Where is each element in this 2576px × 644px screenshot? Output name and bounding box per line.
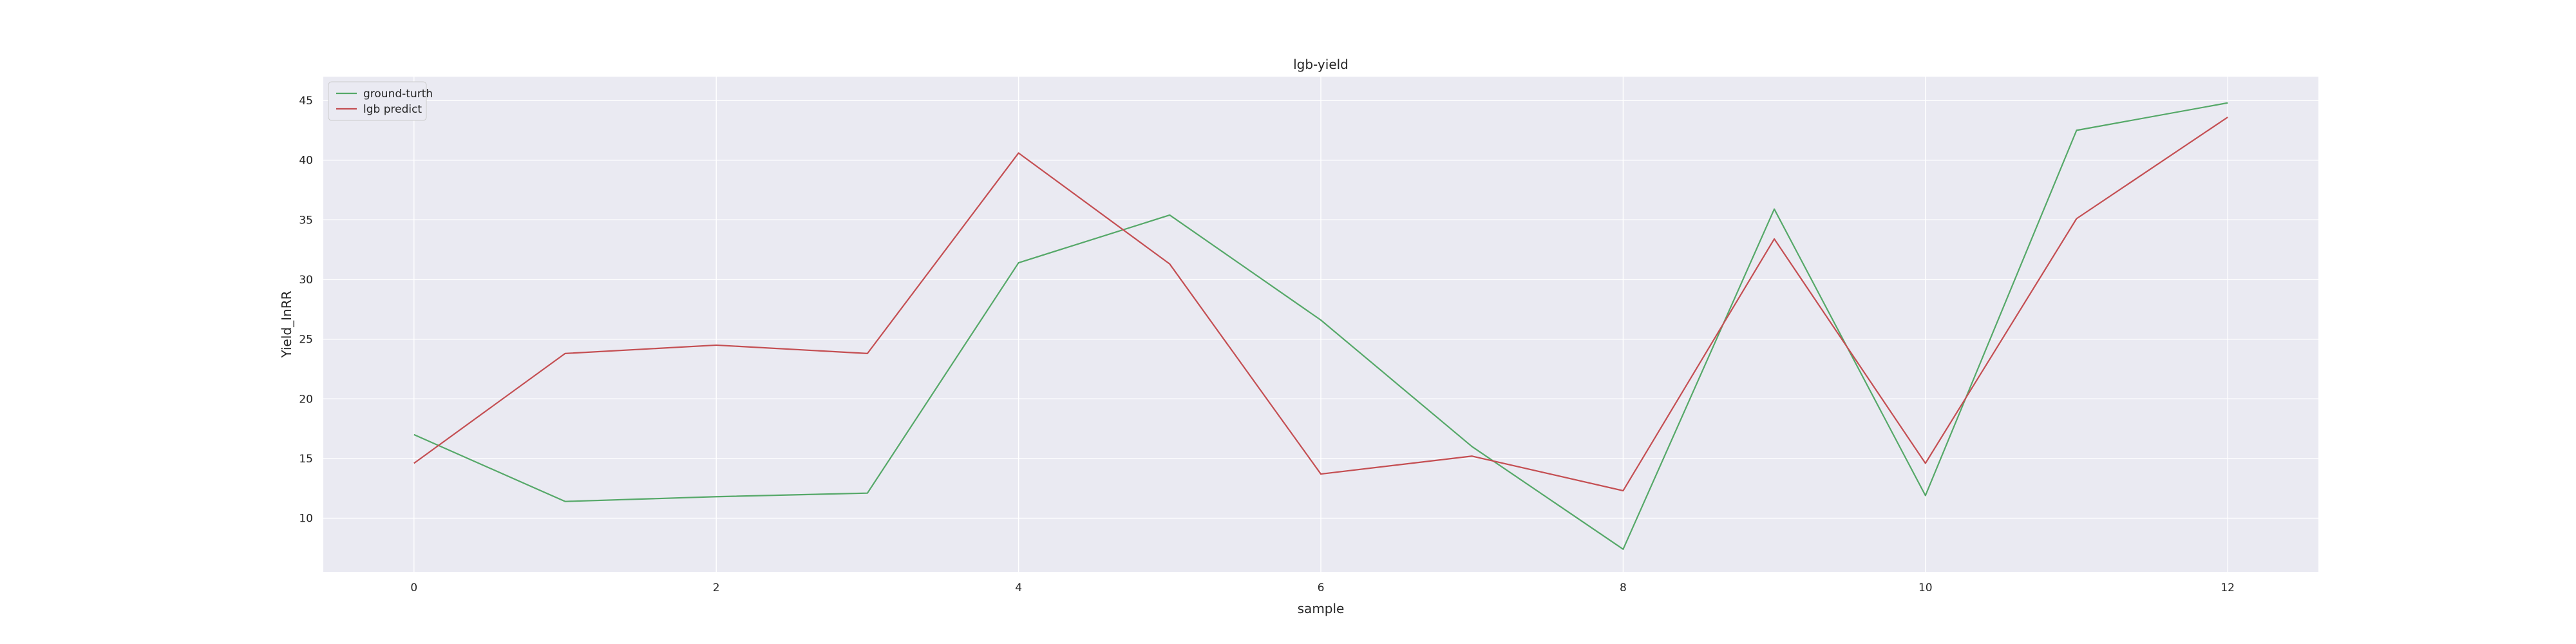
tick-labels: 0 2 4 6 8 10 12 10 15 20 25 30 35 40 45 (299, 95, 2235, 594)
y-tick-label: 15 (299, 453, 313, 466)
series-lines (413, 102, 2228, 550)
x-tick-label: 2 (713, 582, 720, 594)
y-axis-label: Yield_InRR (279, 290, 294, 358)
x-tick-label: 6 (1318, 582, 1325, 594)
y-tick-label: 10 (299, 513, 313, 526)
x-tick-label: 10 (1918, 582, 1933, 594)
x-tick-label: 12 (2221, 582, 2235, 594)
y-tick-label: 20 (299, 393, 313, 406)
x-tick-label: 8 (1620, 582, 1627, 594)
legend: ground-turth lgb predict (328, 81, 433, 121)
legend-box (328, 81, 427, 121)
grid (323, 77, 2318, 572)
y-tick-label: 30 (299, 274, 313, 287)
x-axis-label: sample (1298, 601, 1345, 616)
y-tick-label: 40 (299, 155, 313, 167)
x-tick-label: 4 (1015, 582, 1022, 594)
legend-entry: lgb predict (363, 103, 422, 116)
legend-entry: ground-turth (363, 88, 433, 100)
y-tick-label: 25 (299, 334, 313, 346)
y-tick-label: 35 (299, 214, 313, 227)
chart-title: lgb-yield (1293, 57, 1349, 72)
y-tick-label: 45 (299, 95, 313, 108)
x-tick-label: 0 (410, 582, 417, 594)
